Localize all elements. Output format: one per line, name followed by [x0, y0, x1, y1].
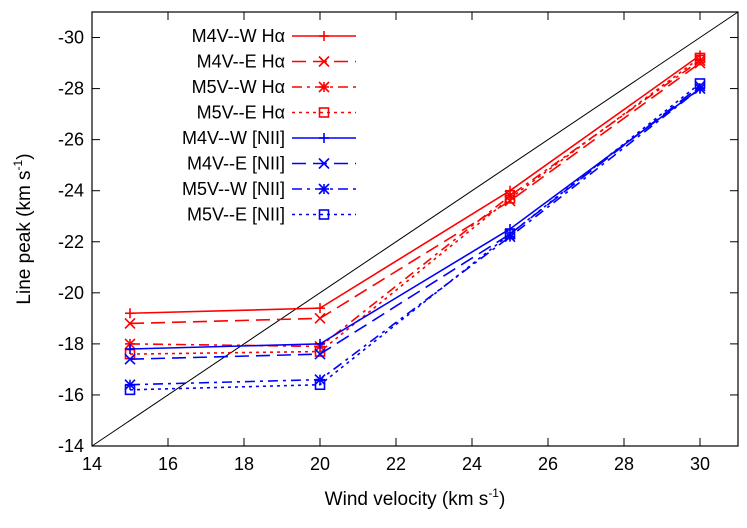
series-8: [124, 78, 706, 396]
x-axis-label: Wind velocity (km s-1): [325, 486, 506, 510]
data-point-marker: [124, 338, 136, 350]
data-point-marker: [504, 231, 516, 243]
y-tick-label: -24: [58, 181, 84, 201]
x-tick-label: 30: [690, 454, 710, 474]
diagonal-reference-line: [91, 11, 739, 447]
x-tick-label: 22: [386, 454, 406, 474]
y-tick-label: -16: [58, 385, 84, 405]
series-3: [124, 54, 706, 353]
axis-ticks: 14 16 18 20 22 24 26 28 30 -14 -16 -18 -20 -22 -24 -26 -…: [58, 12, 738, 474]
data-point-marker: [314, 312, 326, 324]
legend-label: M4V--E [NII]: [187, 154, 285, 174]
data-point-marker: [124, 353, 136, 365]
plot-frame: [91, 11, 739, 447]
x-tick-label: 20: [310, 454, 330, 474]
legend: M4V--W Hα M4V--E Hα M5V--W Hα M5V--E Hα M4V-…: [182, 26, 356, 225]
y-tick-label: -14: [58, 436, 84, 456]
data-point-marker: [504, 193, 516, 204]
legend-label: M5V--E [NII]: [187, 205, 285, 225]
data-point-marker: [318, 183, 330, 195]
data-point-marker: [318, 81, 330, 93]
reference-line: [91, 11, 739, 447]
data-point-marker: [694, 54, 706, 67]
data-point-marker: [694, 52, 706, 64]
x-tick-label: 14: [82, 454, 102, 474]
series-line: [129, 54, 701, 315]
series-line: [129, 87, 701, 386]
y-tick-label: -26: [58, 130, 84, 150]
data-point-marker: [318, 107, 330, 118]
data-point-marker: [124, 384, 136, 396]
data-point-marker: [124, 317, 136, 330]
series-line: [129, 82, 701, 391]
data-point-marker: [504, 228, 516, 240]
legend-label: M5V--W Hα: [192, 77, 285, 97]
y-tick-label: -30: [58, 28, 84, 48]
series-line: [129, 62, 701, 325]
x-tick-label: 18: [234, 454, 254, 474]
data-point-marker: [318, 157, 330, 170]
y-tick-label: -22: [58, 232, 84, 252]
legend-label: M4V--E Hα: [197, 52, 285, 72]
data-point-marker: [504, 195, 516, 207]
series-lines: [124, 50, 706, 396]
data-point-marker: [318, 55, 330, 68]
y-tick-label: -18: [58, 334, 84, 354]
x-tick-label: 26: [538, 454, 558, 474]
data-point-marker: [314, 348, 326, 360]
data-point-marker: [318, 209, 330, 220]
y-axis-label: Line peak (km s-1): [11, 153, 35, 304]
legend-label: M4V--W [NII]: [182, 128, 285, 148]
series-line: [129, 85, 701, 360]
data-point-marker: [504, 190, 516, 202]
series-1: [125, 50, 705, 319]
data-point-marker: [314, 379, 326, 391]
legend-label: M5V--W [NII]: [182, 179, 285, 199]
x-tick-label: 24: [462, 454, 482, 474]
y-tick-label: -28: [58, 79, 84, 99]
y-tick-label: -20: [58, 283, 84, 303]
x-tick-label: 16: [158, 454, 178, 474]
data-point-marker: [694, 78, 706, 89]
legend-label: M5V--E Hα: [197, 103, 285, 123]
series-line: [129, 59, 701, 348]
legend-label: M4V--W Hα: [192, 26, 285, 46]
x-tick-label: 28: [614, 454, 634, 474]
